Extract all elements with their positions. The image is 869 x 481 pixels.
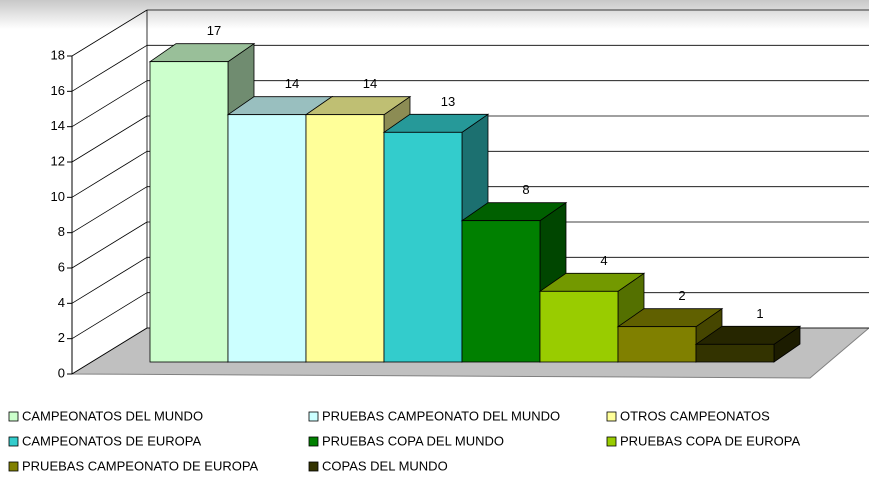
data-label: 1 bbox=[756, 306, 763, 321]
grid-line bbox=[71, 9, 148, 57]
y-tick-label: 0 bbox=[58, 365, 65, 380]
y-tick-label: 14 bbox=[51, 118, 65, 133]
bar bbox=[149, 61, 229, 363]
legend-label: PRUEBAS CAMPEONATO DE EUROPA bbox=[22, 458, 259, 473]
y-tick-label: 8 bbox=[58, 224, 65, 239]
grid-line bbox=[71, 221, 148, 269]
grid-line bbox=[71, 150, 148, 198]
bar bbox=[617, 326, 697, 363]
grid-line bbox=[71, 186, 148, 234]
data-label: 14 bbox=[285, 76, 299, 91]
data-label: 14 bbox=[363, 76, 377, 91]
grid-line bbox=[71, 115, 148, 163]
data-label: 2 bbox=[678, 288, 685, 303]
legend-label: PRUEBAS COPA DE EUROPA bbox=[620, 433, 800, 448]
y-tick-label: 16 bbox=[51, 83, 65, 98]
y-tick-label: 4 bbox=[58, 295, 65, 310]
legend-swatch bbox=[308, 461, 319, 472]
legend-label: PRUEBAS CAMPEONATO DEL MUNDO bbox=[322, 408, 560, 423]
legend-swatch bbox=[8, 461, 19, 472]
bar bbox=[227, 114, 307, 363]
grid-line bbox=[71, 292, 148, 340]
data-label: 4 bbox=[600, 253, 607, 268]
bar bbox=[383, 131, 463, 363]
grid-line bbox=[71, 327, 148, 375]
legend-swatch bbox=[606, 436, 617, 447]
data-label: 17 bbox=[207, 23, 221, 38]
grid-line bbox=[71, 44, 148, 92]
y-tick-label: 2 bbox=[58, 330, 65, 345]
bar bbox=[305, 114, 385, 363]
bar bbox=[695, 343, 775, 363]
legend-label: CAMPEONATOS DEL MUNDO bbox=[22, 408, 203, 423]
bar bbox=[539, 290, 619, 363]
y-tick-label: 18 bbox=[51, 47, 65, 62]
legend-swatch bbox=[606, 411, 617, 422]
y-tick-label: 10 bbox=[51, 189, 65, 204]
legend-label: OTROS CAMPEONATOS bbox=[620, 408, 770, 423]
legend-swatch bbox=[8, 436, 19, 447]
legend-swatch bbox=[8, 411, 19, 422]
bar bbox=[461, 220, 541, 363]
y-tick-label: 6 bbox=[58, 259, 65, 274]
legend-swatch bbox=[308, 436, 319, 447]
data-label: 8 bbox=[522, 182, 529, 197]
legend-swatch bbox=[308, 411, 319, 422]
data-label: 13 bbox=[441, 94, 455, 109]
y-tick-label: 12 bbox=[51, 153, 65, 168]
legend-label: PRUEBAS COPA DEL MUNDO bbox=[322, 433, 504, 448]
legend-label: CAMPEONATOS DE EUROPA bbox=[22, 433, 201, 448]
grid-line bbox=[71, 80, 148, 128]
legend-label: COPAS DEL MUNDO bbox=[322, 458, 448, 473]
grid-line bbox=[71, 256, 148, 304]
